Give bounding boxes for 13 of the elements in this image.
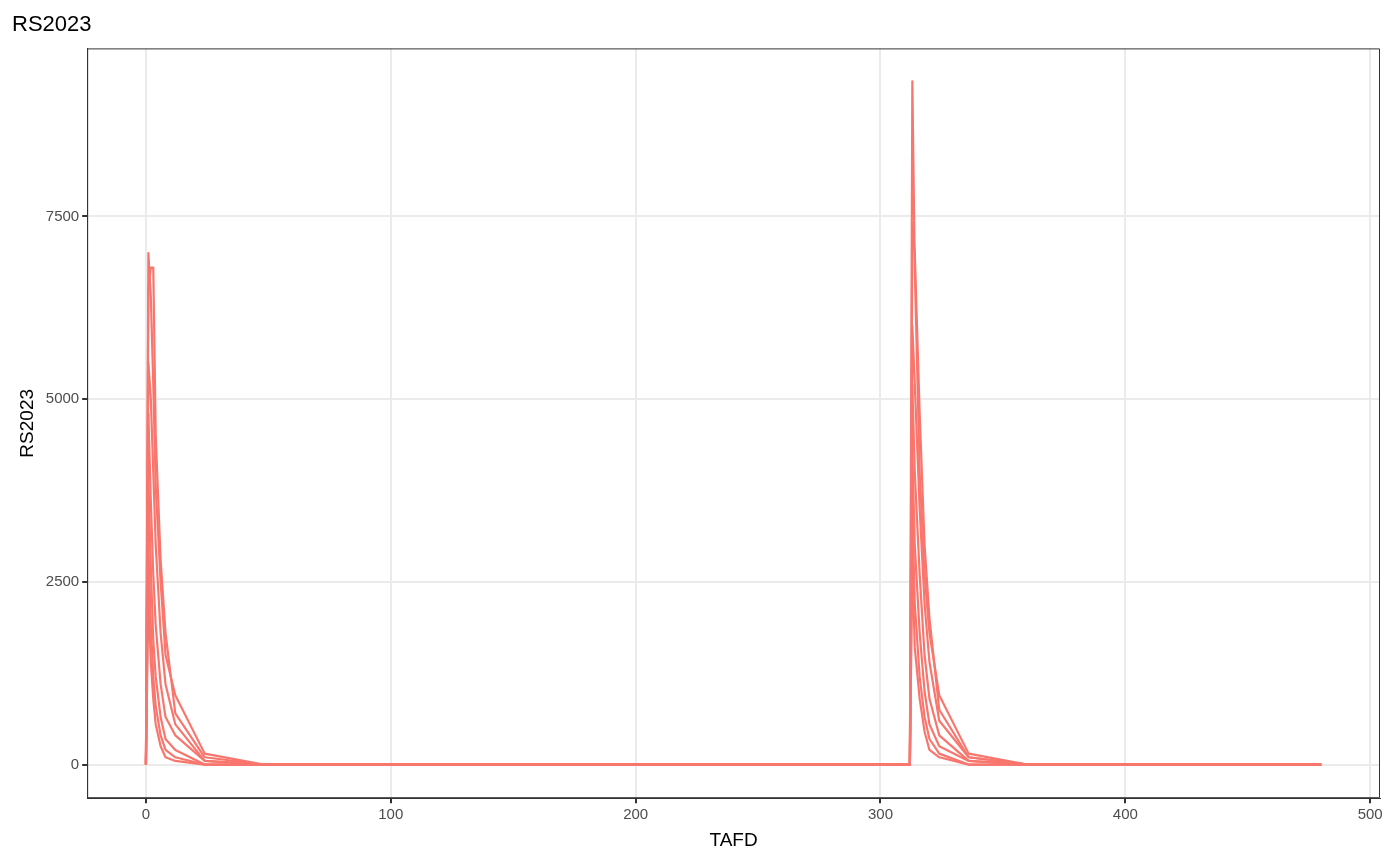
x-axis-title: TAFD <box>709 828 758 850</box>
y-tick-label: 2500 <box>45 572 80 590</box>
x-tick-label: 300 <box>867 805 894 823</box>
y-tick-label: 0 <box>70 754 80 772</box>
y-tick-label: 5000 <box>45 389 80 407</box>
x-tick-label: 0 <box>141 805 151 823</box>
x-tick-label: 500 <box>1357 805 1383 823</box>
x-tick-label: 200 <box>623 805 649 823</box>
y-tick-label: 7500 <box>45 206 80 224</box>
chart-title: RS2023 <box>12 11 92 37</box>
x-tick-label: 100 <box>378 805 404 823</box>
x-tick-label: 400 <box>1112 805 1138 823</box>
y-axis-title: RS2023 <box>15 388 37 458</box>
